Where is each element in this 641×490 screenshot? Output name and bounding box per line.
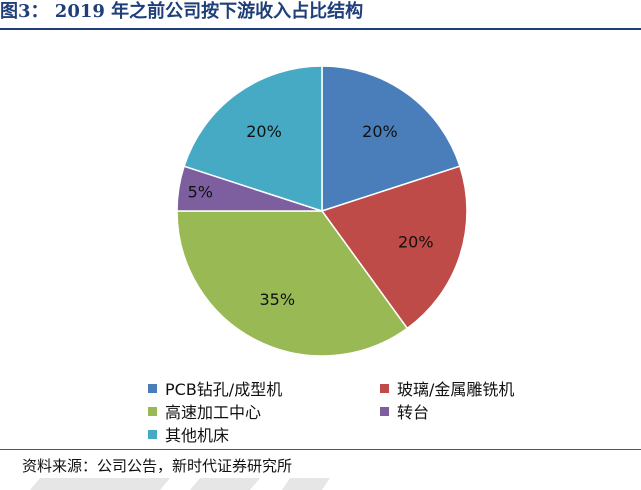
source-note: 资料来源：公司公告，新时代证券研究所 [22,457,293,475]
legend-item-pcb: PCB钻孔/成型机 [148,376,282,400]
legend-item-other-machines: 其他机床 [148,422,229,446]
pie-slice-machining-center [176,210,409,357]
data-label-pcb: 20% [362,122,398,141]
pie-slice-other-machines [183,65,323,213]
data-label-turntable: 5% [188,183,213,202]
data-label-glass-metal: 20% [398,232,434,251]
legend-swatch-other-machines [148,429,157,439]
data-label-machining-center: 35% [259,290,295,309]
legend-swatch-machining-center [148,406,157,416]
figure-title: 图3： 2019 年之前公司按下游收入占比结构 [0,1,364,22]
pie-slice-pcb [321,65,461,213]
legend-label-pcb: PCB钻孔/成型机 [165,380,283,399]
legend-item-glass-metal: 玻璃/金属雕铣机 [380,376,514,400]
legend-label-other-machines: 其他机床 [165,426,230,445]
pie-chart: 20% 20% 35% 5% 20% [176,65,468,357]
chart-legend: PCB钻孔/成型机 玻璃/金属雕铣机 高速加工中心 转台 其他机床 [148,376,618,446]
watermark-decoration [30,478,330,490]
legend-swatch-turntable [380,406,389,416]
title-divider [0,28,641,30]
legend-label-glass-metal: 玻璃/金属雕铣机 [397,380,515,399]
pie-slice-glass-metal [320,165,468,330]
legend-item-turntable: 转台 [380,399,429,423]
legend-swatch-pcb [148,383,157,393]
legend-item-machining-center: 高速加工中心 [148,399,261,423]
legend-label-turntable: 转台 [397,403,430,422]
legend-swatch-glass-metal [380,383,389,393]
source-divider [0,449,641,450]
data-label-other-machines: 20% [246,122,282,141]
legend-label-machining-center: 高速加工中心 [165,403,262,422]
